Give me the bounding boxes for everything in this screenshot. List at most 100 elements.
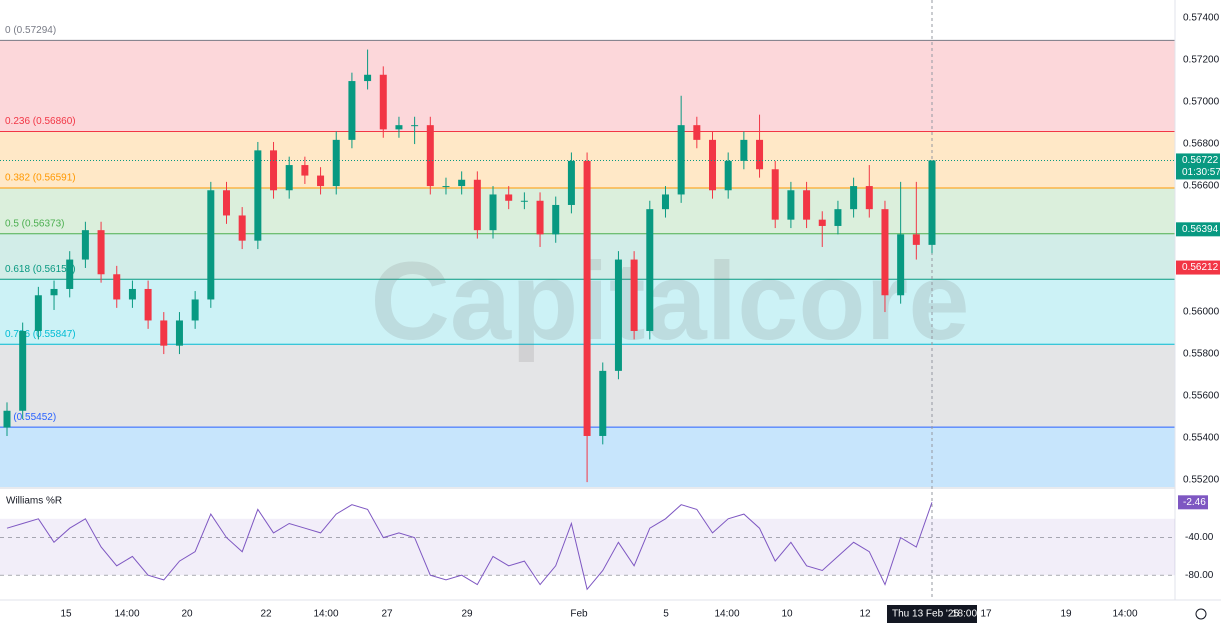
candle-body [897,234,905,296]
candle-body [489,194,497,231]
candle-body [222,190,230,216]
price-tick-label: 0.55400 [1183,433,1220,444]
candle-body [270,150,278,191]
time-tick-label: 17 [980,609,992,620]
indicator-value-box [1178,495,1208,510]
candle-body [191,299,199,321]
time-tick-label: 10 [781,609,793,620]
time-tick-label: 5 [663,609,669,620]
price-tick-label: 0.55200 [1183,475,1220,486]
candle-body [348,81,356,140]
price-tick-label: 0.56000 [1183,307,1220,318]
candle-body [599,370,607,436]
candle-body [646,209,654,331]
candle-body [693,125,701,140]
candle-body [881,209,889,296]
fib-zone [0,40,1175,132]
countdown: 01:30:57 [1182,167,1221,178]
fib-level-label: 0.236 (0.56860) [5,116,76,127]
candle-body [207,190,215,300]
price-tick-label: 0.57000 [1183,97,1220,108]
candle-body [317,175,325,187]
indicator-tick-label: -40.00 [1185,532,1214,543]
candle-body [677,125,685,195]
crosshair-time: 18:00 [952,609,977,620]
indicator-band [0,518,1175,576]
price-label: 0.56394 [1182,224,1219,235]
price-label: 0.56212 [1182,262,1219,273]
candle-body [709,139,717,191]
candle-body [442,186,450,188]
current-price: 0.56722 [1182,155,1219,166]
price-tick-label: 0.56600 [1183,181,1220,192]
fib-level-label: 0.382 (0.56591) [5,173,76,184]
price-tick-label: 0.55600 [1183,391,1220,402]
candle-body [661,194,669,210]
williams-line [6,502,933,591]
candle-body [285,165,293,191]
candle-body [803,190,811,220]
candle-body [458,179,466,187]
candle-body [630,259,638,331]
candle-body [254,150,262,241]
candle-body [238,215,246,241]
candle-body [724,160,732,191]
candle-body [756,139,764,170]
candle-body [34,295,42,331]
fib-level-label: 0.5 (0.56373) [5,218,65,229]
candle-body [81,230,89,260]
time-tick-label: 14:00 [313,609,338,620]
time-tick-label: 14:00 [114,609,139,620]
indicator-value: -2.46 [1183,497,1206,508]
time-tick-label: 15 [60,609,72,620]
candle-body [19,330,27,411]
candle-body [536,200,544,235]
current-price-box [1176,153,1220,180]
candle-body [3,410,11,428]
price-label-box [1176,222,1220,237]
candle-body [364,74,372,82]
candle-body [850,186,858,210]
price-tick-label: 0.57200 [1183,55,1220,66]
fib-level-label: 1 (0.55452) [5,412,56,423]
candle-body [614,259,622,371]
time-tick-label: 22 [260,609,272,620]
candle-body [66,259,74,289]
candle-body [97,230,105,275]
candle-body [865,186,873,210]
crosshair-date: Thu 13 Feb '25 [892,609,959,620]
time-tick-label: 27 [381,609,393,620]
indicator-name: Williams %R [6,496,62,507]
time-tick-label: Feb [570,609,588,620]
price-label-box [1176,260,1220,275]
candle-body [332,139,340,187]
price-tick-label: 0.56800 [1183,139,1220,150]
candle-body [912,234,920,245]
time-tick-label: 14:00 [714,609,739,620]
candle-body [411,125,419,127]
candle-body [426,125,434,187]
candle-body [787,190,795,220]
fib-level-label: 0.786 (0.55847) [5,329,76,340]
indicator-tick-label: -80.00 [1185,570,1214,581]
price-tick-label: 0.57400 [1183,13,1220,24]
candle-body [771,169,779,220]
candle-body [113,274,121,300]
candle-body [583,160,591,436]
candle-body [928,160,936,245]
watermark: Capitalcore [370,240,969,363]
time-tick-label: 20 [181,609,193,620]
candle-body [834,209,842,226]
price-tick-label: 0.55800 [1183,349,1220,360]
candle-body [301,165,309,176]
candle-body [520,200,528,202]
crosshair-label-box [887,605,977,623]
settings-button[interactable] [1195,608,1207,620]
candle-body [160,320,168,346]
candle-body [50,288,58,296]
candle-body [379,74,387,130]
time-tick-label: 29 [461,609,473,620]
candle-body [175,320,183,346]
